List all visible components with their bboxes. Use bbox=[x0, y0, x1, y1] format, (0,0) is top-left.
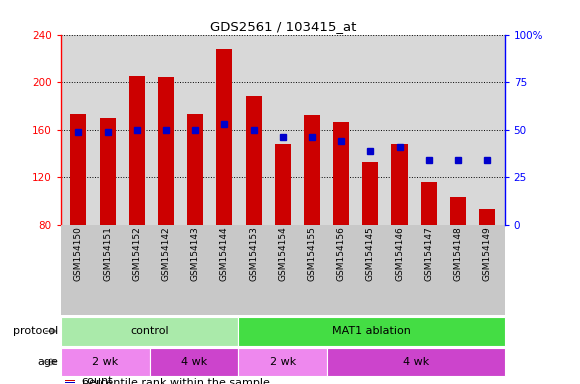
Bar bbox=[479, 209, 495, 225]
Text: GSM154153: GSM154153 bbox=[249, 227, 258, 281]
Bar bbox=[187, 114, 203, 225]
Text: GSM154142: GSM154142 bbox=[161, 227, 171, 281]
Text: 2 wk: 2 wk bbox=[92, 357, 118, 367]
Text: GSM154145: GSM154145 bbox=[366, 227, 375, 281]
Bar bbox=[61, 317, 238, 346]
Bar bbox=[304, 115, 320, 225]
Bar bbox=[238, 317, 505, 346]
Bar bbox=[66, 380, 75, 381]
Text: 4 wk: 4 wk bbox=[403, 357, 429, 367]
Text: GSM154156: GSM154156 bbox=[336, 227, 346, 281]
Bar bbox=[150, 348, 238, 376]
Text: 4 wk: 4 wk bbox=[181, 357, 207, 367]
Bar bbox=[66, 382, 75, 383]
Text: GSM154144: GSM154144 bbox=[220, 227, 229, 281]
Bar bbox=[275, 144, 291, 225]
Text: GSM154143: GSM154143 bbox=[191, 227, 200, 281]
Text: MAT1 ablation: MAT1 ablation bbox=[332, 326, 411, 336]
Bar bbox=[70, 114, 86, 225]
Text: protocol: protocol bbox=[13, 326, 58, 336]
Text: count: count bbox=[82, 376, 113, 384]
Text: GDS2561 / 103415_at: GDS2561 / 103415_at bbox=[209, 20, 356, 33]
Bar bbox=[327, 348, 505, 376]
Text: percentile rank within the sample: percentile rank within the sample bbox=[82, 377, 270, 384]
Text: GSM154151: GSM154151 bbox=[103, 227, 112, 281]
Text: 2 wk: 2 wk bbox=[270, 357, 296, 367]
Bar bbox=[420, 182, 437, 225]
Bar bbox=[100, 118, 115, 225]
Text: GSM154148: GSM154148 bbox=[454, 227, 462, 281]
Text: GSM154152: GSM154152 bbox=[132, 227, 142, 281]
Bar bbox=[392, 144, 408, 225]
Bar bbox=[216, 49, 233, 225]
Text: GSM154154: GSM154154 bbox=[278, 227, 287, 281]
Text: GSM154155: GSM154155 bbox=[307, 227, 317, 281]
Bar bbox=[245, 96, 262, 225]
Text: GSM154146: GSM154146 bbox=[395, 227, 404, 281]
Bar bbox=[333, 122, 349, 225]
Bar bbox=[158, 77, 174, 225]
Text: age: age bbox=[37, 357, 58, 367]
Bar bbox=[61, 348, 150, 376]
Bar bbox=[362, 162, 378, 225]
Bar bbox=[238, 348, 327, 376]
Bar bbox=[450, 197, 466, 225]
Text: GSM154147: GSM154147 bbox=[424, 227, 433, 281]
Bar bbox=[129, 76, 145, 225]
Text: GSM154150: GSM154150 bbox=[74, 227, 83, 281]
Text: GSM154149: GSM154149 bbox=[483, 227, 492, 281]
Text: control: control bbox=[130, 326, 169, 336]
